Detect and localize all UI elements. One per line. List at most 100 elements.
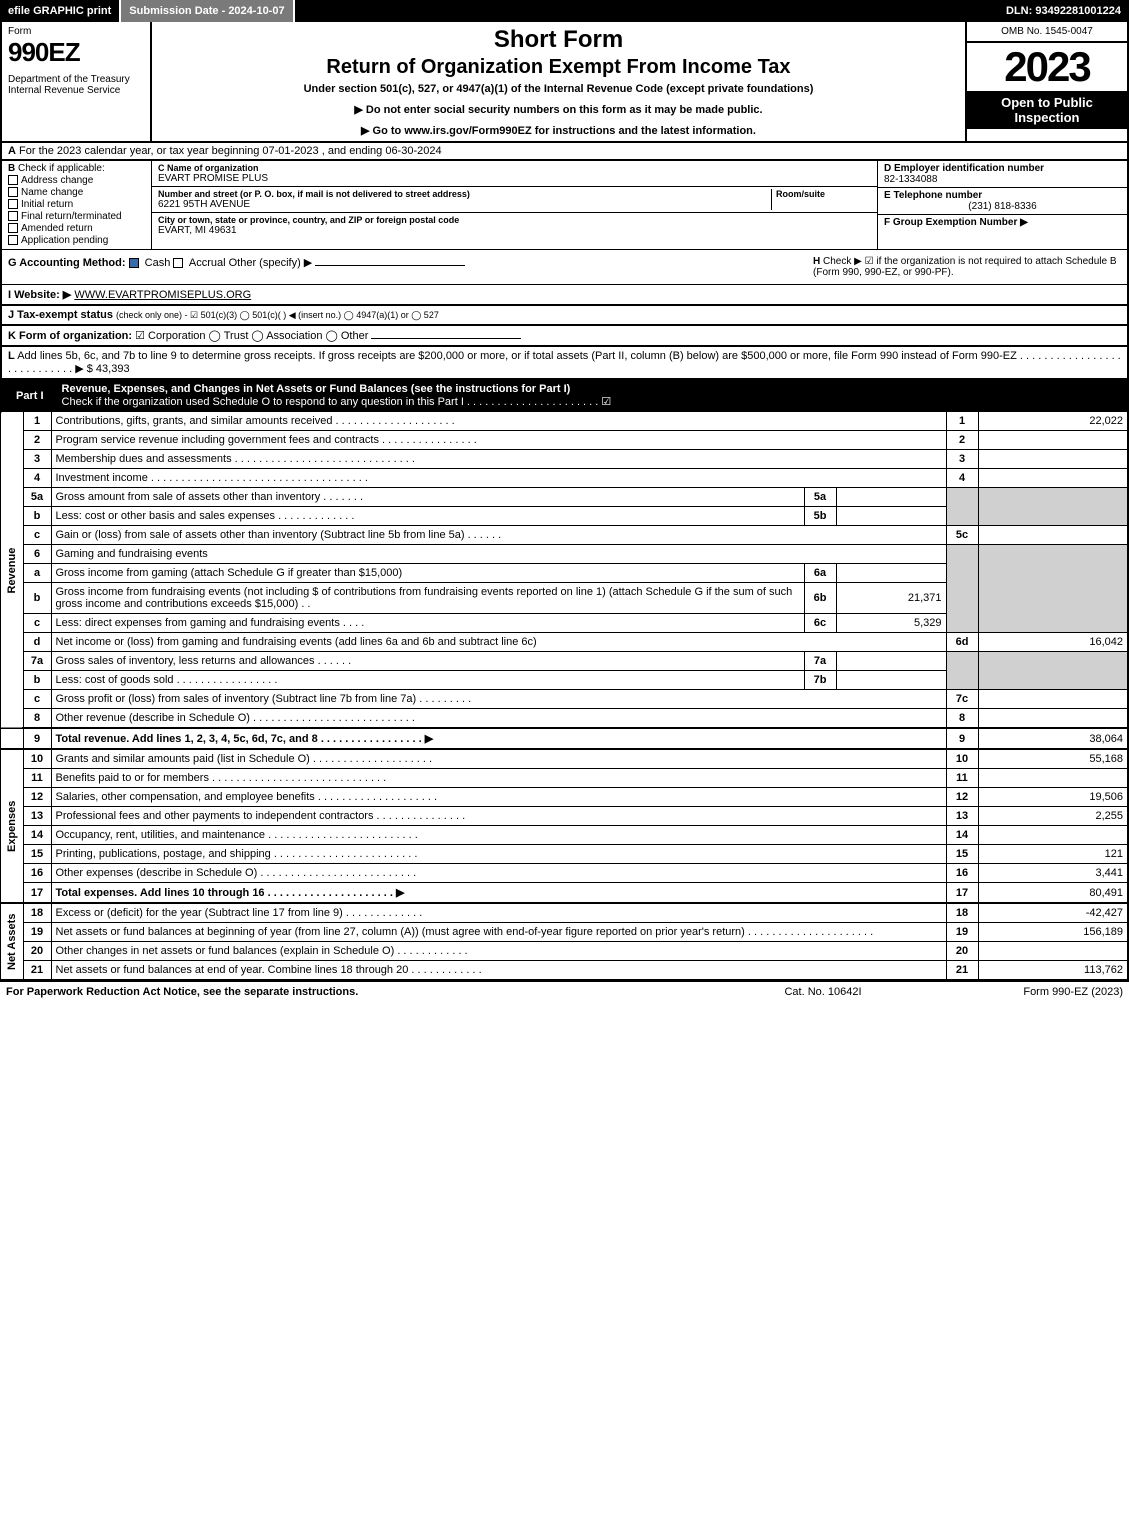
section-k: K Form of organization: ☑ Corporation ◯ … bbox=[0, 326, 1129, 347]
table-row: 15 Printing, publications, postage, and … bbox=[1, 845, 1128, 864]
table-row: 19 Net assets or fund balances at beginn… bbox=[1, 923, 1128, 942]
table-row: 20 Other changes in net assets or fund b… bbox=[1, 942, 1128, 961]
line-6c-value: 5,329 bbox=[836, 614, 946, 633]
table-row: Expenses 10 Grants and similar amounts p… bbox=[1, 749, 1128, 769]
section-a: A For the 2023 calendar year, or tax yea… bbox=[0, 143, 1129, 161]
org-name-label: C Name of organization bbox=[158, 163, 871, 173]
header-left: Form 990EZ Department of the Treasury In… bbox=[2, 22, 152, 141]
goto-link[interactable]: ▶ Go to www.irs.gov/Form990EZ for instru… bbox=[162, 124, 955, 137]
section-bcd-row: B Check if applicable: Address change Na… bbox=[0, 161, 1129, 250]
line-16-value: 3,441 bbox=[978, 864, 1128, 883]
phone-value: (231) 818-8336 bbox=[884, 201, 1121, 212]
header-center: Short Form Return of Organization Exempt… bbox=[152, 22, 967, 141]
section-b-check-label: Check if applicable: bbox=[18, 163, 105, 174]
section-c: C Name of organization EVART PROMISE PLU… bbox=[152, 161, 877, 249]
table-row: 5a Gross amount from sale of assets othe… bbox=[1, 488, 1128, 507]
table-row: 2 Program service revenue including gove… bbox=[1, 431, 1128, 450]
page-footer: For Paperwork Reduction Act Notice, see … bbox=[0, 981, 1129, 1002]
table-row: 6 Gaming and fundraising events bbox=[1, 545, 1128, 564]
table-row: 3 Membership dues and assessments . . . … bbox=[1, 450, 1128, 469]
form-footer-label: Form 990-EZ (2023) bbox=[923, 986, 1123, 998]
form-header: Form 990EZ Department of the Treasury In… bbox=[0, 22, 1129, 143]
section-def: D Employer identification number 82-1334… bbox=[877, 161, 1127, 249]
other-org-input[interactable] bbox=[371, 338, 521, 339]
table-row: 7a Gross sales of inventory, less return… bbox=[1, 652, 1128, 671]
dln-label: DLN: 93492281001224 bbox=[998, 0, 1129, 22]
line-15-value: 121 bbox=[978, 845, 1128, 864]
form-org-label: K Form of organization: bbox=[8, 330, 132, 342]
tax-year: 2023 bbox=[967, 43, 1127, 91]
address-label: Number and street (or P. O. box, if mail… bbox=[158, 189, 771, 199]
ein-value: 82-1334088 bbox=[884, 174, 1121, 185]
header-right: OMB No. 1545-0047 2023 Open to Public In… bbox=[967, 22, 1127, 141]
ein-label: D Employer identification number bbox=[884, 163, 1121, 174]
line-12-value: 19,506 bbox=[978, 788, 1128, 807]
section-a-label: A bbox=[8, 145, 16, 157]
section-b: B Check if applicable: Address change Na… bbox=[2, 161, 152, 249]
under-section: Under section 501(c), 527, or 4947(a)(1)… bbox=[162, 83, 955, 95]
website-value[interactable]: WWW.EVARTPROMISEPLUS.ORG bbox=[74, 289, 251, 301]
checkbox-application-pending[interactable]: Application pending bbox=[8, 235, 145, 246]
table-row: 11 Benefits paid to or for members . . .… bbox=[1, 769, 1128, 788]
topbar-spacer bbox=[295, 0, 998, 22]
section-l: L Add lines 5b, 6c, and 7b to line 9 to … bbox=[0, 347, 1129, 380]
table-row: 16 Other expenses (describe in Schedule … bbox=[1, 864, 1128, 883]
checkbox-cash[interactable] bbox=[129, 258, 139, 268]
website-label: I Website: ▶ bbox=[8, 289, 71, 301]
tax-exempt-label: J Tax-exempt status bbox=[8, 309, 113, 321]
part-1-title: Revenue, Expenses, and Changes in Net As… bbox=[62, 383, 571, 395]
section-h: H Check ▶ ☑ if the organization is not r… bbox=[807, 250, 1127, 284]
table-row: 14 Occupancy, rent, utilities, and maint… bbox=[1, 826, 1128, 845]
line-6d-value: 16,042 bbox=[978, 633, 1128, 652]
form-org-text: ☑ Corporation ◯ Trust ◯ Association ◯ Ot… bbox=[135, 330, 368, 342]
paperwork-notice: For Paperwork Reduction Act Notice, see … bbox=[6, 986, 723, 998]
line-18-value: -42,427 bbox=[978, 903, 1128, 923]
section-l-label: L bbox=[8, 350, 15, 362]
efile-label[interactable]: efile GRAPHIC print bbox=[0, 0, 121, 22]
section-gh: G Accounting Method: Cash Accrual Other … bbox=[0, 250, 1129, 285]
accounting-method-label: G Accounting Method: bbox=[8, 257, 126, 269]
short-form-title: Short Form bbox=[162, 26, 955, 54]
top-bar: efile GRAPHIC print Submission Date - 20… bbox=[0, 0, 1129, 22]
table-row: 12 Salaries, other compensation, and emp… bbox=[1, 788, 1128, 807]
checkbox-accrual[interactable] bbox=[173, 258, 183, 268]
group-exemption-label: F Group Exemption Number ▶ bbox=[884, 217, 1121, 228]
inspection-badge: Open to Public Inspection bbox=[967, 91, 1127, 129]
catalog-number: Cat. No. 10642I bbox=[723, 986, 923, 998]
section-h-label: H bbox=[813, 256, 820, 267]
table-row: 4 Investment income . . . . . . . . . . … bbox=[1, 469, 1128, 488]
revenue-vert-label: Revenue bbox=[1, 412, 23, 729]
expenses-vert-label: Expenses bbox=[1, 749, 23, 903]
line-6b-value: 21,371 bbox=[836, 583, 946, 614]
table-row: 17 Total expenses. Add lines 10 through … bbox=[1, 883, 1128, 904]
section-b-label: B bbox=[8, 163, 15, 174]
no-ssn-note: ▶ Do not enter social security numbers o… bbox=[162, 103, 955, 116]
section-a-text: For the 2023 calendar year, or tax year … bbox=[19, 145, 442, 157]
table-row: c Gross profit or (loss) from sales of i… bbox=[1, 690, 1128, 709]
line-17-value: 80,491 bbox=[978, 883, 1128, 904]
checkbox-initial-return[interactable]: Initial return bbox=[8, 199, 145, 210]
line-21-value: 113,762 bbox=[978, 961, 1128, 981]
line-1-value: 22,022 bbox=[978, 412, 1128, 431]
checkbox-name-change[interactable]: Name change bbox=[8, 187, 145, 198]
table-row: Net Assets 18 Excess or (deficit) for th… bbox=[1, 903, 1128, 923]
room-label: Room/suite bbox=[776, 189, 871, 199]
part-1-label: Part I bbox=[8, 388, 52, 404]
tax-exempt-text: (check only one) - ☑ 501(c)(3) ◯ 501(c)(… bbox=[116, 310, 439, 320]
checkbox-final-return[interactable]: Final return/terminated bbox=[8, 211, 145, 222]
line-10-value: 55,168 bbox=[978, 749, 1128, 769]
section-g: G Accounting Method: Cash Accrual Other … bbox=[2, 250, 807, 284]
checkbox-amended-return[interactable]: Amended return bbox=[8, 223, 145, 234]
line-9-value: 38,064 bbox=[978, 728, 1128, 749]
section-i: I Website: ▶ WWW.EVARTPROMISEPLUS.ORG bbox=[0, 285, 1129, 306]
street-address: 6221 95TH AVENUE bbox=[158, 199, 771, 210]
form-label: Form bbox=[8, 26, 144, 37]
phone-label: E Telephone number bbox=[884, 190, 1121, 201]
line-19-value: 156,189 bbox=[978, 923, 1128, 942]
checkbox-address-change[interactable]: Address change bbox=[8, 175, 145, 186]
form-number: 990EZ bbox=[8, 37, 144, 68]
section-h-text: Check ▶ ☑ if the organization is not req… bbox=[813, 256, 1117, 278]
omb-number: OMB No. 1545-0047 bbox=[967, 22, 1127, 43]
other-specify-input[interactable] bbox=[315, 265, 465, 266]
table-row: 13 Professional fees and other payments … bbox=[1, 807, 1128, 826]
